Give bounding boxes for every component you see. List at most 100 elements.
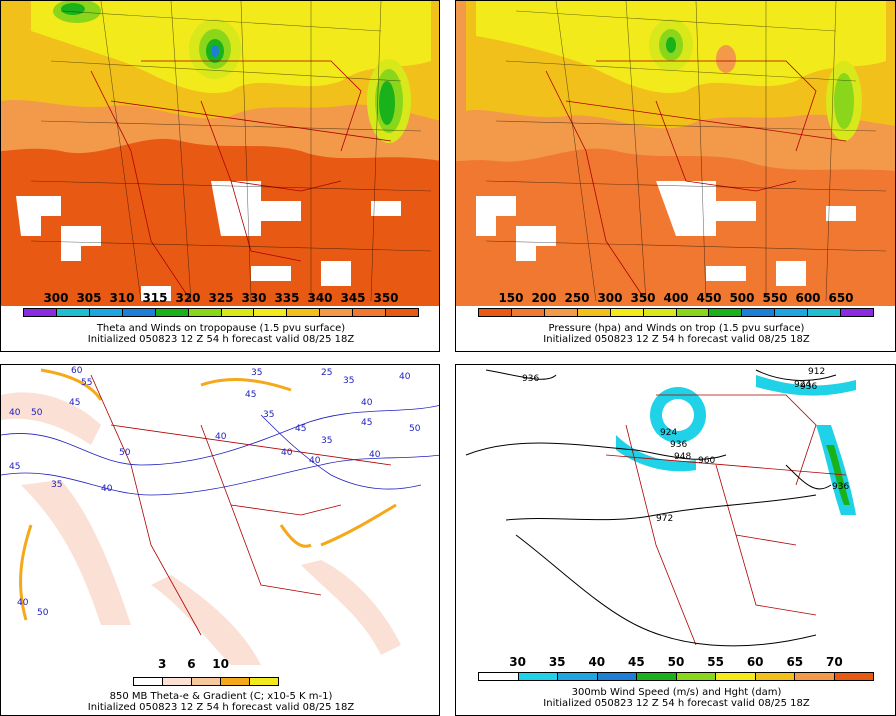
colorbar-swatch bbox=[192, 678, 221, 685]
colorbar-tick-label: 325 bbox=[208, 291, 234, 305]
colorbar-tick-label: 310 bbox=[109, 291, 135, 305]
colorbar-tick-label: 600 bbox=[795, 291, 821, 305]
theta-caption-title: Theta and Winds on tropopause (1.5 pvu s… bbox=[96, 323, 346, 334]
colorbar-tick-label: 45 bbox=[628, 655, 645, 669]
svg-text:40: 40 bbox=[17, 598, 29, 608]
colorbar-swatch bbox=[709, 309, 743, 316]
colorbar-tick-label: 345 bbox=[340, 291, 366, 305]
colorbar-swatch bbox=[221, 678, 250, 685]
colorbar-swatch bbox=[610, 309, 644, 316]
colorbar-swatch bbox=[808, 309, 842, 316]
colorbar-swatch bbox=[188, 309, 222, 316]
colorbar-tick-label: 65 bbox=[786, 655, 804, 669]
colorbar-swatch bbox=[577, 309, 611, 316]
svg-text:40: 40 bbox=[309, 456, 321, 466]
colorbar-tick-label: 55 bbox=[707, 655, 724, 669]
wind-colorbar-ticks: 30 35 40 45 50 55 60 65 70 bbox=[478, 655, 874, 669]
colorbar-tick-label: 330 bbox=[241, 291, 267, 305]
colorbar-tick-label: 50 bbox=[667, 655, 685, 669]
svg-text:40: 40 bbox=[399, 372, 411, 382]
svg-text:50: 50 bbox=[31, 408, 43, 418]
svg-text:35: 35 bbox=[343, 376, 354, 386]
wind-colorbar bbox=[478, 672, 874, 681]
pressure-map bbox=[456, 1, 895, 306]
theta-e-caption-title: 850 MB Theta-e & Gradient (C; x10-5 K m-… bbox=[109, 691, 333, 702]
colorbar-swatch bbox=[841, 309, 874, 316]
colorbar-swatch bbox=[676, 673, 716, 680]
colorbar-swatch bbox=[353, 309, 387, 316]
svg-text:35: 35 bbox=[321, 436, 332, 446]
colorbar-tick-label: 450 bbox=[696, 291, 722, 305]
colorbar-swatch bbox=[89, 309, 123, 316]
svg-text:40: 40 bbox=[215, 432, 227, 442]
colorbar-tick-label: 6 bbox=[187, 657, 196, 671]
wind-caption-title: 300mb Wind Speed (m/s) and Hght (dam) bbox=[571, 687, 782, 698]
colorbar-swatch bbox=[122, 309, 156, 316]
pressure-colorbar-ticks: 150 200 250 300 350 400 450 500 550 600 650 bbox=[478, 291, 874, 305]
colorbar-swatch bbox=[558, 673, 598, 680]
pressure-caption-title: Pressure (hpa) and Winds on trop (1.5 pv… bbox=[548, 323, 805, 334]
colorbar-swatch bbox=[511, 309, 545, 316]
colorbar-swatch bbox=[544, 309, 578, 316]
svg-text:35: 35 bbox=[51, 480, 62, 490]
svg-text:912: 912 bbox=[808, 367, 825, 377]
colorbar-swatch bbox=[254, 309, 288, 316]
svg-text:40: 40 bbox=[9, 408, 21, 418]
svg-text:40: 40 bbox=[281, 448, 293, 458]
svg-text:40: 40 bbox=[101, 484, 113, 494]
panel-850-theta-e: 60 55 45 50 40 45 35 40 50 40 45 35 40 40 45 35 25 3… bbox=[0, 364, 440, 716]
theta-e-colorbar bbox=[133, 677, 279, 686]
svg-text:45: 45 bbox=[245, 390, 256, 400]
colorbar-tick-label: 35 bbox=[548, 655, 566, 669]
colorbar-swatch bbox=[134, 678, 163, 685]
colorbar-tick-label: 10 bbox=[212, 657, 229, 671]
svg-text:924: 924 bbox=[794, 380, 811, 390]
colorbar-tick-label: 400 bbox=[663, 291, 689, 305]
svg-text:936: 936 bbox=[832, 482, 849, 492]
colorbar-swatch bbox=[742, 309, 776, 316]
colorbar-swatch bbox=[386, 309, 419, 316]
colorbar-tick-label: 250 bbox=[564, 291, 590, 305]
panel-tropopause-pressure: 150 200 250 300 350 400 450 500 550 600 650 Pressu… bbox=[455, 0, 896, 352]
svg-text:45: 45 bbox=[9, 462, 20, 472]
svg-text:924: 924 bbox=[660, 428, 677, 438]
colorbar-tick-label: 150 bbox=[498, 291, 524, 305]
svg-text:25: 25 bbox=[321, 368, 332, 378]
wind-caption: 300mb Wind Speed (m/s) and Hght (dam) In… bbox=[456, 687, 895, 709]
pressure-caption-init: Initialized 050823 12 Z 54 h forecast va… bbox=[543, 334, 810, 345]
colorbar-tick-label: 70 bbox=[826, 655, 843, 669]
colorbar-swatch bbox=[518, 673, 558, 680]
colorbar-tick-label: 3 bbox=[158, 657, 167, 671]
colorbar-swatch bbox=[716, 673, 756, 680]
svg-text:936: 936 bbox=[670, 440, 687, 450]
theta-map bbox=[1, 1, 439, 306]
theta-colorbar-ticks: 300 305 310 315 320 325 330 335 340 345 350 bbox=[23, 291, 419, 305]
colorbar-swatch bbox=[795, 673, 835, 680]
colorbar-tick-label: 300 bbox=[43, 291, 69, 305]
svg-text:40: 40 bbox=[361, 398, 373, 408]
colorbar-tick-label: 335 bbox=[274, 291, 300, 305]
theta-e-colorbar-ticks: 3 6 10 bbox=[133, 657, 279, 671]
colorbar-swatch bbox=[637, 673, 677, 680]
svg-text:60: 60 bbox=[71, 366, 83, 376]
svg-text:40: 40 bbox=[369, 450, 381, 460]
colorbar-swatch bbox=[163, 678, 192, 685]
theta-e-caption: 850 MB Theta-e & Gradient (C; x10-5 K m-… bbox=[1, 691, 439, 713]
svg-text:50: 50 bbox=[409, 424, 421, 434]
colorbar-tick-label: 350 bbox=[373, 291, 399, 305]
svg-text:50: 50 bbox=[37, 608, 49, 618]
svg-text:948: 948 bbox=[674, 452, 691, 462]
svg-text:45: 45 bbox=[361, 418, 372, 428]
colorbar-tick-label: 200 bbox=[531, 291, 557, 305]
colorbar-swatch bbox=[221, 309, 255, 316]
colorbar-tick-label: 500 bbox=[729, 291, 755, 305]
svg-text:45: 45 bbox=[69, 398, 80, 408]
svg-text:35: 35 bbox=[251, 368, 262, 378]
svg-text:972: 972 bbox=[656, 514, 673, 524]
theta-colorbar bbox=[23, 308, 419, 317]
pressure-colorbar bbox=[478, 308, 874, 317]
svg-text:45: 45 bbox=[295, 424, 306, 434]
panel-tropopause-theta: 300 305 310 315 320 325 330 335 340 345 350 Theta … bbox=[0, 0, 440, 352]
theta-caption: Theta and Winds on tropopause (1.5 pvu s… bbox=[1, 323, 439, 345]
